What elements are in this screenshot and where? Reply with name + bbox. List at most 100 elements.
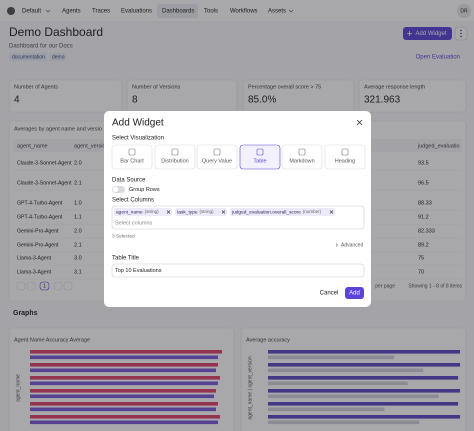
select-placeholder: Select columns xyxy=(115,220,153,226)
option-icon xyxy=(256,148,264,156)
advanced-toggle[interactable]: Advanced xyxy=(341,242,363,248)
visualization-option[interactable] xyxy=(154,144,196,170)
column-chip[interactable] xyxy=(175,208,227,216)
chip-name[interactable]: agent_name xyxy=(116,209,143,215)
column-header: agent_name xyxy=(17,143,48,149)
chart-title: Agent Name Accuracy Average xyxy=(14,337,90,343)
option-label[interactable]: Bar Chart xyxy=(120,158,144,164)
table-cell: GPT-4-Turbo-Agent xyxy=(17,200,63,206)
stat-value: 321.963 xyxy=(364,95,401,106)
bar xyxy=(268,368,424,373)
avatar xyxy=(457,4,471,18)
per-page: per page xyxy=(375,283,395,289)
option-icon xyxy=(213,148,221,156)
bar xyxy=(268,350,461,354)
option-label[interactable]: Query Value xyxy=(202,158,232,164)
add-widget-button[interactable] xyxy=(403,27,452,40)
pager-button[interactable] xyxy=(16,281,26,291)
option-label[interactable]: Table xyxy=(253,158,266,164)
table-cell: 82.333 xyxy=(418,228,435,234)
chip-remove[interactable] xyxy=(166,210,171,214)
bar xyxy=(30,376,220,380)
pager-button[interactable] xyxy=(26,281,36,291)
visualization-option[interactable] xyxy=(281,144,323,170)
bar xyxy=(30,381,218,386)
chip-type: (string) xyxy=(145,209,160,214)
plus-icon xyxy=(407,31,412,36)
table-cell: 89.2 xyxy=(418,242,429,248)
page-title: Demo Dashboard xyxy=(9,25,103,39)
nav-item[interactable]: Agents xyxy=(62,9,81,15)
more-dot xyxy=(460,32,462,35)
nav-item[interactable]: Evaluations xyxy=(121,9,152,15)
option-label[interactable]: Distribution xyxy=(161,158,189,164)
column-chip[interactable] xyxy=(230,208,335,216)
nav-item[interactable]: Tools xyxy=(204,9,218,15)
stat-label: Number of Versions xyxy=(132,84,181,90)
nav-item[interactable]: Traces xyxy=(92,9,110,15)
open-evaluation-link[interactable]: Open Evaluation xyxy=(416,55,460,61)
table-cell: 70 xyxy=(418,269,424,275)
table-cell: Claude-3-Sonnet-Agent xyxy=(17,160,72,166)
stat-value: 8 xyxy=(132,95,138,106)
table-cell: 91.2 xyxy=(418,214,429,220)
chip-name[interactable]: task_type xyxy=(177,209,198,215)
field-label: Table Title xyxy=(112,256,140,262)
option-label[interactable]: Markdown xyxy=(289,158,314,164)
chevron xyxy=(45,9,51,13)
table-cell: 88.33 xyxy=(418,200,432,206)
pager-button[interactable] xyxy=(53,281,63,291)
stat-label: Number of Agents xyxy=(14,84,58,90)
chip-name[interactable]: judged_evaluation.overall_score xyxy=(231,209,301,215)
option-icon xyxy=(298,148,306,156)
pager-button[interactable] xyxy=(63,281,73,291)
column-header: agent_versio xyxy=(74,143,106,149)
table-cell: 3.1 xyxy=(74,269,82,275)
chevron xyxy=(335,243,338,247)
option-label[interactable]: Heading xyxy=(335,158,356,164)
visualization-option[interactable] xyxy=(324,144,366,170)
bar xyxy=(30,350,222,354)
input-value[interactable]: Top 10 Evaluations xyxy=(115,268,162,274)
option-icon xyxy=(128,148,136,156)
bar xyxy=(30,415,220,419)
visualization-option[interactable] xyxy=(111,144,153,170)
table-title-input[interactable] xyxy=(111,263,365,278)
add-button-label[interactable]: Add xyxy=(349,291,360,297)
visualization-option[interactable] xyxy=(196,144,238,170)
stat-card xyxy=(8,79,123,113)
selected-count: 3 Selected xyxy=(112,233,135,239)
table-cell: 93.5 xyxy=(418,160,429,166)
page-subtitle: Dashboard for our Docs xyxy=(9,44,73,50)
bar xyxy=(268,402,459,406)
pager-current[interactable] xyxy=(39,281,50,291)
nav-item[interactable]: Dashboards xyxy=(162,9,194,15)
stat-value: 85.0% xyxy=(248,95,276,106)
chip-remove[interactable] xyxy=(329,210,334,214)
option-icon xyxy=(171,148,179,156)
project-selector[interactable]: Default xyxy=(22,9,41,15)
bar xyxy=(268,363,461,367)
bar xyxy=(268,394,439,399)
add-widget-label[interactable]: Add Widget xyxy=(415,31,446,37)
y-axis-label: agent_name | agent_version xyxy=(247,356,253,420)
column-chip[interactable] xyxy=(114,208,172,216)
tag xyxy=(49,53,66,61)
add-button[interactable] xyxy=(345,287,364,299)
nav-item[interactable]: Assets xyxy=(268,9,286,15)
cancel-button[interactable]: Cancel xyxy=(320,291,339,297)
more-dot xyxy=(460,29,462,32)
current-page[interactable]: 1 xyxy=(43,283,46,289)
visualization-option[interactable] xyxy=(239,144,281,170)
avatar-initials[interactable]: DR xyxy=(460,8,468,14)
field-label: Select Visualization xyxy=(112,136,164,142)
chevron xyxy=(288,9,294,13)
close-icon[interactable] xyxy=(356,119,363,126)
table-cell: 2.0 xyxy=(74,160,82,166)
stat-value: 4 xyxy=(14,95,20,106)
widget-title: Averages by agent name and versio xyxy=(14,126,102,132)
nav-item[interactable]: Workflows xyxy=(230,9,258,15)
chip-remove[interactable] xyxy=(221,210,226,214)
bar xyxy=(30,407,216,412)
